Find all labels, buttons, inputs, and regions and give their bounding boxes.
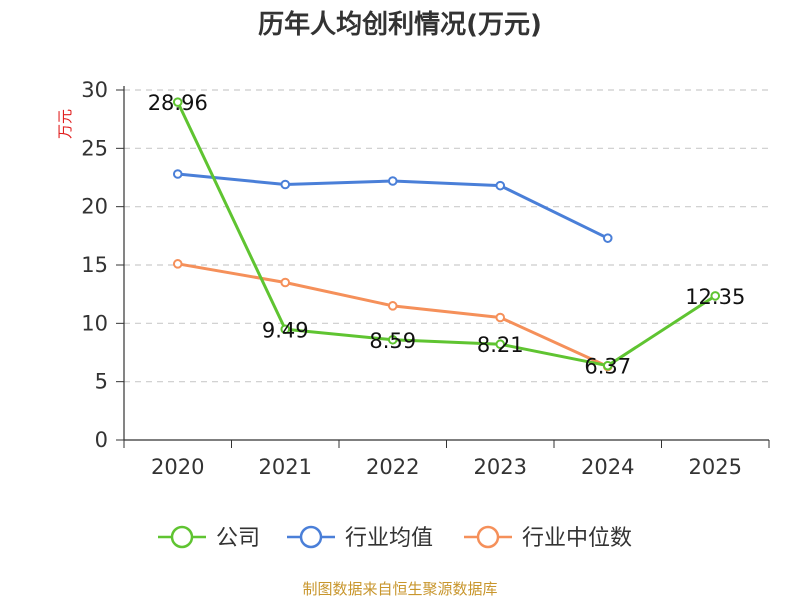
data-point[interactable] [387, 334, 398, 345]
y-tick-label: 5 [95, 370, 108, 394]
x-tick-label: 2023 [474, 455, 527, 479]
series-line-0 [176, 100, 717, 368]
y-tick-label: 10 [81, 311, 108, 335]
legend-marker [299, 525, 323, 549]
data-point[interactable] [495, 180, 506, 191]
series-group [172, 97, 721, 372]
grid-lines [124, 89, 769, 383]
y-tick-label: 0 [95, 428, 108, 452]
data-point[interactable] [280, 324, 291, 335]
data-point[interactable] [602, 233, 613, 243]
x-tick-label: 2025 [689, 455, 742, 479]
data-point[interactable] [387, 176, 398, 186]
legend[interactable]: 公司 行业均值 行业中位数 [158, 525, 632, 551]
x-tick-label: 2024 [581, 455, 634, 479]
y-tick-label: 25 [81, 136, 108, 160]
data-point[interactable] [495, 312, 506, 323]
legend-item-2[interactable]: 行业中位数 [464, 525, 632, 551]
legend-marker [476, 525, 500, 549]
data-label: 8.21 [477, 333, 524, 357]
x-tick-label: 2020 [151, 455, 204, 479]
legend-item-0[interactable]: 公司 [158, 525, 260, 551]
data-point[interactable] [172, 169, 183, 179]
data-point[interactable] [280, 277, 291, 288]
y-tick-label: 30 [81, 78, 108, 102]
chart-title: 历年人均创利情况(万元) [258, 9, 542, 40]
legend-marker [170, 525, 194, 549]
x-tick-label: 2021 [259, 455, 312, 479]
data-point[interactable] [280, 179, 291, 190]
data-point[interactable] [172, 259, 183, 269]
data-label: 12.35 [685, 285, 745, 309]
y-tick-labels: 0 5 10 15 20 25 30 [81, 78, 108, 452]
legend-label: 公司 [216, 526, 260, 551]
data-label: 6.37 [584, 355, 631, 379]
axes [116, 86, 770, 448]
data-point[interactable] [710, 291, 721, 301]
data-labels: 28.96 9.49 8.59 8.21 6.37 12.35 [148, 91, 746, 379]
data-point[interactable] [495, 339, 506, 350]
data-point[interactable] [602, 360, 613, 371]
data-label: 8.59 [369, 329, 416, 353]
data-label: 9.49 [262, 318, 309, 342]
data-label: 28.96 [148, 91, 208, 115]
source-note: 制图数据来自恒生聚源数据库 [302, 580, 497, 598]
y-tick-label: 20 [81, 195, 108, 219]
legend-label: 行业均值 [345, 526, 433, 551]
x-tick-label: 2022 [366, 455, 419, 479]
legend-label: 行业中位数 [522, 526, 632, 551]
y-tick-label: 15 [81, 253, 108, 277]
data-point[interactable] [172, 97, 183, 107]
y-axis-label: 万元 [56, 109, 74, 139]
x-tick-labels: 2020 2021 2022 2023 2024 2025 [151, 455, 742, 479]
legend-item-1[interactable]: 行业均值 [287, 525, 433, 551]
data-point[interactable] [387, 301, 398, 311]
